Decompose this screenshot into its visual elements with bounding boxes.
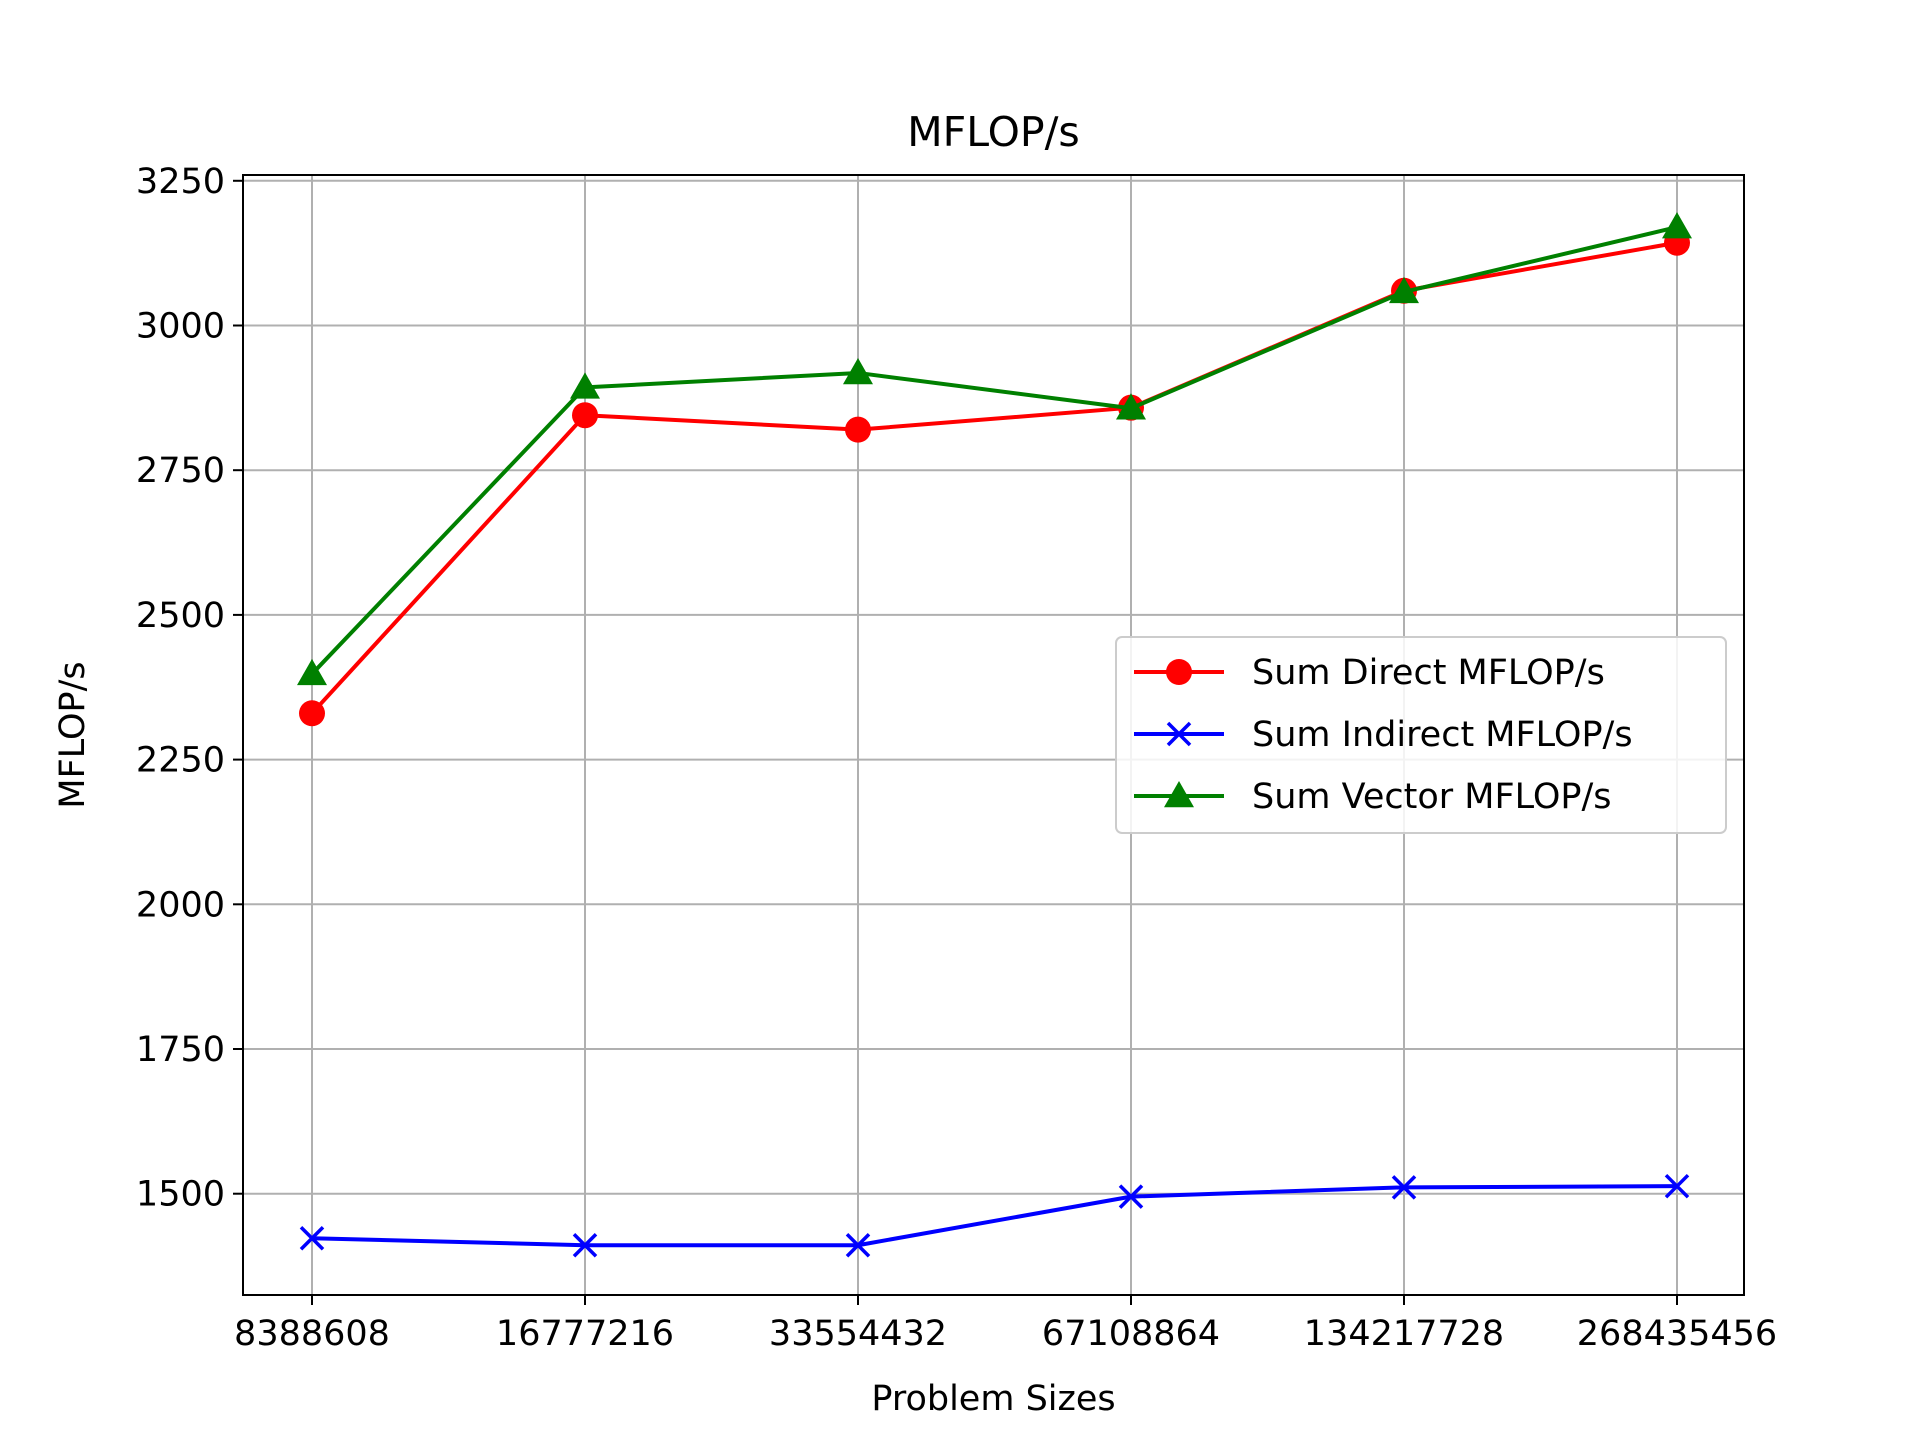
x-tick-label: 134217728: [1304, 1314, 1504, 1354]
data-point: [845, 416, 871, 443]
x-axis-label: Problem Sizes: [871, 1379, 1115, 1419]
data-point-stroke: [845, 1232, 871, 1258]
x-tick-label: 16777216: [496, 1314, 674, 1354]
data-point: [1391, 1175, 1417, 1200]
data-point: [1389, 276, 1419, 304]
data-point: [1116, 393, 1146, 420]
plot-frame: [242, 174, 1745, 1296]
data-point-stroke: [1166, 721, 1192, 747]
data-point-stroke: [1118, 1184, 1144, 1209]
series-1: [299, 1173, 1690, 1258]
data-point-stroke: [1391, 1175, 1417, 1200]
data-point: [299, 700, 325, 727]
data-point-stroke: [1664, 1173, 1690, 1199]
data-point: [843, 357, 873, 385]
y-axis-label: MFLOP/s: [53, 661, 93, 808]
y-tick-label: 3250: [136, 162, 225, 202]
legend-swatch-marker: [1166, 659, 1192, 685]
y-tick-label: 3000: [136, 306, 225, 346]
legend-label: Sum Indirect MFLOP/s: [1252, 715, 1633, 755]
legend: Sum Direct MFLOP/s Sum Indirect MFLOP/s Su…: [1115, 636, 1727, 834]
y-tick-label: 1750: [136, 1030, 225, 1070]
series-2: [297, 212, 1692, 686]
series-line: [310, 225, 1678, 676]
legend-swatch-marker: [1166, 721, 1192, 747]
x-tick-label: 268435456: [1577, 1314, 1777, 1354]
series-line: [311, 1184, 1678, 1248]
data-point: [845, 1232, 871, 1258]
legend-item: Sum Direct MFLOP/s: [1134, 653, 1605, 693]
y-tick-label: 2250: [136, 741, 225, 781]
legend-label: Sum Vector MFLOP/s: [1252, 777, 1612, 817]
series-lines: [297, 212, 1692, 1258]
data-point: [1662, 212, 1692, 239]
x-tick-label: 33554432: [769, 1314, 947, 1354]
legend-item: Sum Indirect MFLOP/s: [1134, 715, 1633, 755]
legend-label: Sum Direct MFLOP/s: [1252, 653, 1605, 693]
legend-box: [1115, 636, 1727, 834]
chart-title: MFLOP/s: [907, 108, 1080, 156]
data-point: [572, 402, 598, 429]
axis-ticks: 8388608 16777216 33554432 67108864 134217728…: [136, 162, 1777, 1354]
x-tick-label: 67108864: [1042, 1314, 1220, 1354]
data-point-stroke: [572, 1232, 598, 1258]
y-tick-label: 1500: [136, 1175, 225, 1215]
y-tick-label: 2500: [136, 596, 225, 636]
data-point: [299, 1226, 325, 1251]
data-point: [1118, 1184, 1144, 1209]
data-point: [297, 658, 327, 686]
data-point: [1664, 1173, 1690, 1199]
legend-swatch-marker: [1164, 781, 1194, 808]
legend-item: Sum Vector MFLOP/s: [1134, 777, 1612, 817]
y-tick-label: 2750: [136, 451, 225, 491]
data-point: [570, 372, 600, 399]
x-tick-label: 8388608: [234, 1314, 390, 1354]
y-tick-label: 2000: [136, 885, 225, 925]
data-point: [572, 1232, 598, 1258]
data-point-stroke: [299, 1226, 325, 1251]
